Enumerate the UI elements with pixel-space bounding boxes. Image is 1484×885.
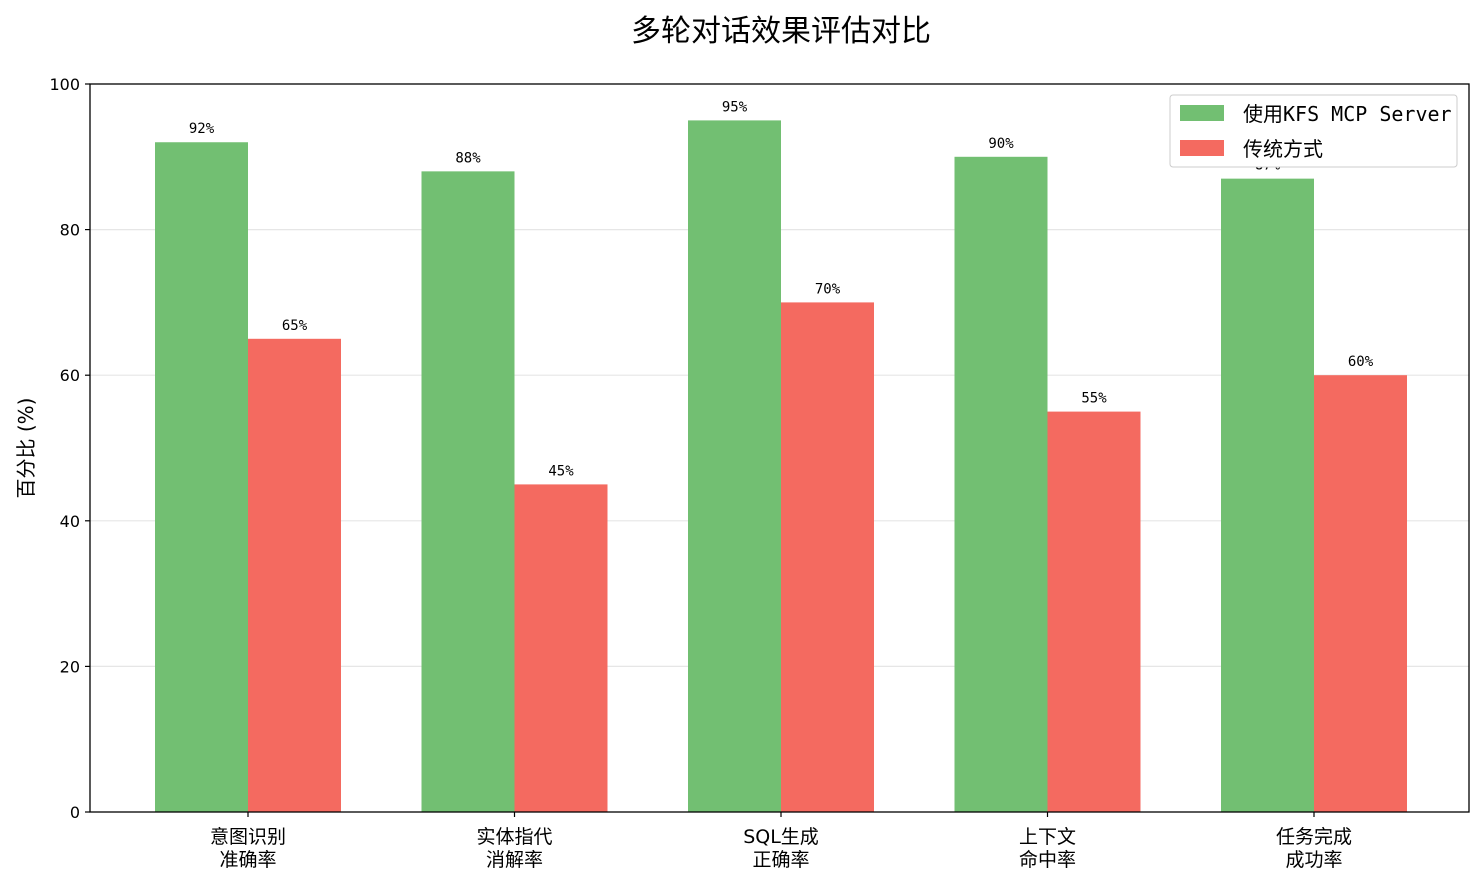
y-tick-label: 40 [60,512,80,531]
bar-series-1 [688,120,781,812]
y-tick-label: 100 [49,75,80,94]
bars-layer [155,120,1407,813]
data-label-series-2: 45% [548,463,574,479]
bar-series-2 [1314,375,1407,812]
legend-label-series-2: 传统方式 [1243,137,1323,161]
legend: 使用KFS MCP Server 传统方式 [1169,94,1458,168]
data-label-series-2: 65% [282,318,308,334]
data-label-series-2: 70% [815,281,841,297]
x-tick-label: 意图识别 [210,826,286,848]
chart-title: 多轮对话效果评估对比 [631,14,931,49]
y-tick-label: 20 [60,657,80,676]
bar-series-1 [155,142,248,813]
data-label-series-2: 60% [1348,354,1374,370]
bar-series-2 [248,338,341,812]
bar-series-1 [954,156,1048,813]
x-tick-label: 任务完成 [1276,826,1352,848]
x-tick-label: 实体指代 [476,826,552,848]
bar-series-1 [1221,178,1314,812]
bar-series-2 [1047,411,1141,812]
x-tick-label: 准确率 [219,849,276,871]
y-tick-label: 60 [60,366,80,385]
plot-frame [89,83,1470,813]
legend-label-series-1: 使用KFS MCP Server [1243,102,1452,126]
x-tick-label: 成功率 [1285,849,1342,871]
y-tick-label: 0 [70,803,80,822]
data-label-series-1: 88% [455,150,481,166]
x-tick-label: 正确率 [752,849,809,871]
legend-swatch-series-1 [1180,105,1224,121]
bar-series-2 [781,302,874,812]
data-label-series-1: 92% [189,121,215,137]
y-tick-label: 80 [60,221,80,240]
x-tick-label: 上下文 [1019,826,1076,848]
x-tick-label: 命中率 [1019,849,1076,871]
x-tick-label: 消解率 [486,849,543,871]
data-label-series-1: 90% [988,136,1014,152]
legend-swatch-series-2 [1180,140,1224,156]
data-label-series-2: 55% [1081,391,1107,407]
y-axis-label: 百分比 (%) [14,398,38,499]
legend-frame [1169,94,1458,168]
x-tick-label: SQL生成 [743,826,819,848]
bar-series-2 [514,484,608,812]
bar-series-1 [421,171,515,813]
data-label-series-1: 95% [722,99,748,115]
